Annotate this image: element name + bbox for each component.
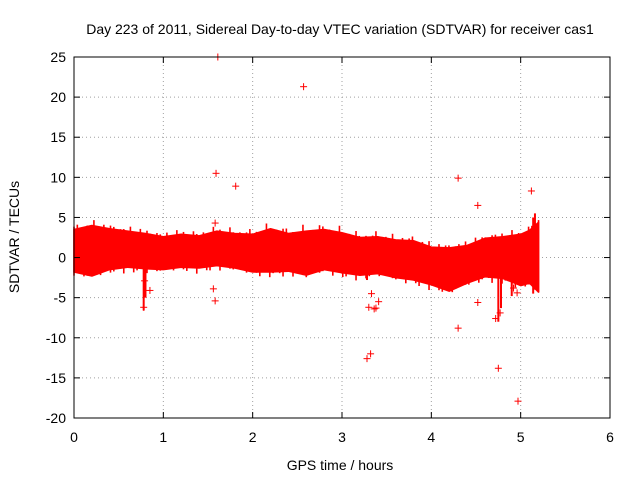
x-tick-label: 2	[249, 429, 257, 445]
data-point	[211, 297, 219, 305]
data-point	[513, 289, 521, 297]
data-point	[527, 187, 535, 195]
data-point	[474, 298, 482, 306]
data-point	[454, 174, 462, 182]
y-tick-label: 5	[58, 209, 66, 225]
data-point	[140, 303, 148, 311]
x-tick-label: 5	[517, 429, 525, 445]
data-point	[146, 286, 154, 294]
data-point	[494, 364, 502, 372]
data-point	[510, 284, 518, 292]
y-tick-label: -10	[46, 330, 66, 346]
data-point	[367, 290, 375, 298]
data-point	[375, 298, 383, 306]
x-tick-label: 3	[338, 429, 346, 445]
data-point	[232, 182, 240, 190]
chart-title: Day 223 of 2011, Sidereal Day-to-day VTE…	[86, 21, 594, 37]
spike-group	[142, 213, 536, 322]
data-point	[496, 309, 504, 317]
x-tick-label: 6	[606, 429, 614, 445]
data-point	[209, 285, 217, 293]
y-tick-label: 0	[58, 250, 66, 266]
y-tick-label: 25	[50, 49, 66, 65]
data-point	[300, 83, 308, 91]
x-tick-label: 4	[427, 429, 435, 445]
y-tick-label: -15	[46, 370, 66, 386]
data-point	[365, 303, 373, 311]
data-point	[492, 315, 500, 323]
y-tick-label: 15	[50, 129, 66, 145]
data-point	[363, 355, 371, 363]
data-point	[211, 219, 219, 227]
data-point	[474, 201, 482, 209]
data-point	[454, 324, 462, 332]
data-point	[367, 350, 375, 358]
data-point	[141, 277, 149, 285]
data-point	[514, 397, 522, 405]
y-tick-label: 20	[50, 89, 66, 105]
data-point	[370, 305, 378, 313]
y-tick-label: 10	[50, 169, 66, 185]
y-tick-label: -20	[46, 410, 66, 426]
x-tick-label: 1	[159, 429, 167, 445]
data-band-group	[73, 220, 540, 293]
outlier-points-group	[140, 53, 535, 405]
data-point	[372, 304, 380, 312]
y-axis-label: SDTVAR / TECUs	[6, 181, 22, 293]
x-tick-label: 0	[70, 429, 78, 445]
data-point	[212, 169, 220, 177]
y-axis-ticks: -20 -15 -10 -5 0 5 10 15 20 25	[46, 49, 610, 426]
x-axis-ticks: 0 1 2 3 4 5 6	[70, 57, 614, 445]
x-axis-label: GPS time / hours	[287, 457, 394, 473]
y-tick-label: -5	[54, 290, 67, 306]
